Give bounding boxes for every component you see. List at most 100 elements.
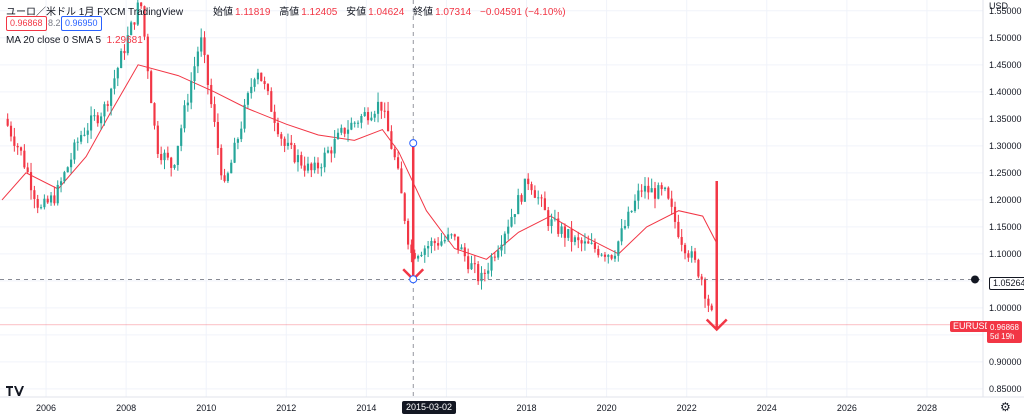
x-tick-label: 2006 xyxy=(36,403,56,413)
candle xyxy=(90,115,92,130)
ma-line-layer xyxy=(2,65,717,259)
ohlc-open-value: 1.11819 xyxy=(235,7,270,18)
candle xyxy=(557,218,559,233)
candle xyxy=(364,112,366,116)
candle xyxy=(153,103,155,125)
candle xyxy=(93,115,95,116)
candle xyxy=(103,104,105,116)
candle xyxy=(627,212,629,226)
candle xyxy=(464,247,466,256)
candle xyxy=(320,167,322,168)
candle xyxy=(621,228,623,241)
candle xyxy=(250,87,252,93)
candle xyxy=(691,251,693,257)
x-tick-label: 2026 xyxy=(837,403,857,413)
candle xyxy=(427,246,429,248)
candle xyxy=(674,207,676,222)
candle xyxy=(611,255,613,259)
candle xyxy=(651,188,653,192)
candle xyxy=(540,197,542,198)
candle xyxy=(400,168,402,193)
x-tick-label: 2022 xyxy=(677,403,697,413)
y-tick-label: 1.35000 xyxy=(989,114,1022,124)
y-tick-label: 1.25000 xyxy=(989,168,1022,178)
candle xyxy=(537,197,539,198)
candle xyxy=(440,241,442,245)
candle xyxy=(524,179,526,202)
candle xyxy=(470,263,472,269)
candle xyxy=(183,105,185,128)
candle xyxy=(694,251,696,260)
candle xyxy=(647,186,649,193)
candle xyxy=(180,128,182,146)
candle xyxy=(641,191,643,192)
candle xyxy=(654,188,656,199)
candle xyxy=(264,81,266,84)
candle xyxy=(257,73,259,80)
tradingview-logo-icon[interactable] xyxy=(6,385,24,399)
candle xyxy=(384,111,386,112)
candle xyxy=(147,37,149,72)
candle xyxy=(107,104,109,106)
candle xyxy=(233,143,235,163)
y-tick-label: 1.10000 xyxy=(989,249,1022,259)
buy-price-button[interactable]: 0.96950 xyxy=(61,16,102,31)
ma-legend[interactable]: MA 20 close 0 SMA 5 1.29681 xyxy=(6,35,143,46)
candle xyxy=(227,173,229,181)
x-tick-label: 2024 xyxy=(757,403,777,413)
gear-icon[interactable]: ⚙ xyxy=(1000,400,1011,414)
ohlc-open-label: 始値 xyxy=(213,7,233,18)
candle xyxy=(53,195,55,203)
candle xyxy=(43,199,45,207)
candle xyxy=(77,142,79,143)
candle xyxy=(290,143,292,145)
candle xyxy=(547,210,549,226)
candle xyxy=(223,175,225,181)
candle xyxy=(73,143,75,160)
candle xyxy=(17,146,19,147)
candle xyxy=(677,222,679,237)
candle xyxy=(671,199,673,207)
candle xyxy=(213,104,215,122)
candle xyxy=(177,146,179,165)
candle xyxy=(577,237,579,240)
candle xyxy=(450,234,452,235)
candle xyxy=(40,207,42,208)
candle xyxy=(350,123,352,130)
candle xyxy=(284,139,286,146)
candle xyxy=(240,129,242,139)
candle xyxy=(10,126,12,137)
candle xyxy=(404,193,406,221)
candle xyxy=(57,185,59,203)
candle xyxy=(480,273,482,281)
spread-value: 8.2 xyxy=(48,18,61,28)
candle xyxy=(607,255,609,257)
candle xyxy=(287,143,289,146)
candle xyxy=(190,81,192,103)
x-tick-label: 2020 xyxy=(597,403,617,413)
x-tick-label: 2008 xyxy=(116,403,136,413)
candle xyxy=(210,85,212,104)
x-tick-label: 2028 xyxy=(917,403,937,413)
candle xyxy=(591,243,593,244)
sell-price-button[interactable]: 0.96868 xyxy=(6,16,47,31)
candle xyxy=(560,226,562,234)
candle xyxy=(307,164,309,171)
candle xyxy=(237,139,239,143)
candle xyxy=(681,237,683,245)
candle xyxy=(344,128,346,134)
candle xyxy=(697,260,699,277)
candle xyxy=(527,179,529,184)
candle xyxy=(67,167,69,172)
candle xyxy=(380,102,382,111)
candle xyxy=(197,52,199,67)
y-tick-label: 1.30000 xyxy=(989,141,1022,151)
x-tick-label: 2010 xyxy=(196,403,216,413)
candle xyxy=(280,134,282,139)
ohlc-high-value: 1.12405 xyxy=(301,7,337,18)
candle xyxy=(487,271,489,274)
candle xyxy=(277,123,279,134)
candle xyxy=(667,188,669,199)
candle xyxy=(304,166,306,171)
